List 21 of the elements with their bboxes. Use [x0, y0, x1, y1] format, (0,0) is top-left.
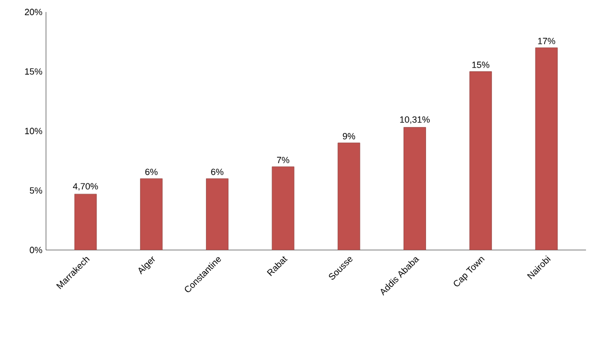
data-label: 10,31%	[400, 116, 430, 124]
bar	[404, 127, 426, 250]
y-tick-label: 0%	[30, 246, 42, 254]
data-label: 15%	[472, 62, 490, 68]
data-label: 6%	[211, 168, 224, 176]
bar	[206, 178, 228, 250]
bar	[74, 194, 97, 250]
data-label: 7%	[277, 156, 290, 164]
y-tick-label: 20%	[24, 8, 42, 16]
bar	[272, 166, 294, 250]
y-tick-label: 15%	[25, 68, 42, 75]
y-tick-label: 5%	[30, 187, 42, 194]
data-label: 17%	[538, 38, 556, 44]
data-label: 9%	[342, 132, 356, 140]
data-label: 4,70%	[72, 183, 98, 191]
data-label: 6%	[145, 168, 158, 176]
y-tick-label: 10%	[25, 128, 42, 134]
bar	[535, 48, 558, 250]
bar	[469, 71, 492, 250]
bar	[338, 142, 360, 250]
bar	[140, 178, 163, 250]
